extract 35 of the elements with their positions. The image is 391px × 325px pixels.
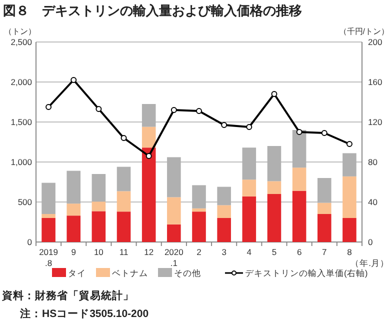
xtick: 7 [322, 247, 327, 257]
xtick: 5 [272, 247, 277, 257]
xtick: 6 [296, 247, 302, 257]
y2label: （千円/トン） [338, 27, 389, 36]
ytick: 0 [27, 237, 32, 247]
xtick: 8 [347, 247, 352, 257]
y2tick: 0 [368, 237, 373, 247]
xlabel: （年.月） [350, 258, 389, 268]
y2tick: 160 [368, 77, 382, 87]
ytick: 1,500 [10, 117, 32, 127]
xtick: 2 [196, 247, 202, 257]
annotation: 資料：財務省「貿易統計」 [2, 290, 134, 302]
xtick: 10 [94, 247, 104, 257]
y2tick: 80 [368, 157, 378, 167]
legend: タイ [68, 268, 86, 278]
ytick: 1,000 [10, 157, 32, 167]
xtick: 9 [71, 247, 76, 257]
y2tick: 40 [368, 197, 378, 207]
annotation: 注：HSコード3505.10-200 [20, 308, 149, 320]
xtick: 11 [119, 247, 128, 257]
ytick: 2,500 [10, 37, 32, 47]
xtick: 12 [144, 247, 154, 257]
xtick: 2020 .1 [164, 247, 184, 268]
ylabel: （トン） [4, 27, 36, 36]
y2tick: 200 [368, 37, 382, 47]
legend: ベトナム [112, 268, 148, 278]
legend: デキストリンの輸入単価(右軸) [245, 268, 368, 278]
y2tick: 120 [368, 117, 382, 127]
xtick: 4 [246, 247, 252, 257]
xtick: 2019 .8 [39, 247, 58, 268]
legend: その他 [174, 268, 201, 278]
ytick: 500 [18, 197, 32, 207]
xtick: 3 [222, 247, 226, 257]
title: 図８ デキストリンの輸入量および輸入価格の推移 [3, 3, 302, 18]
ytick: 2,000 [10, 77, 32, 87]
